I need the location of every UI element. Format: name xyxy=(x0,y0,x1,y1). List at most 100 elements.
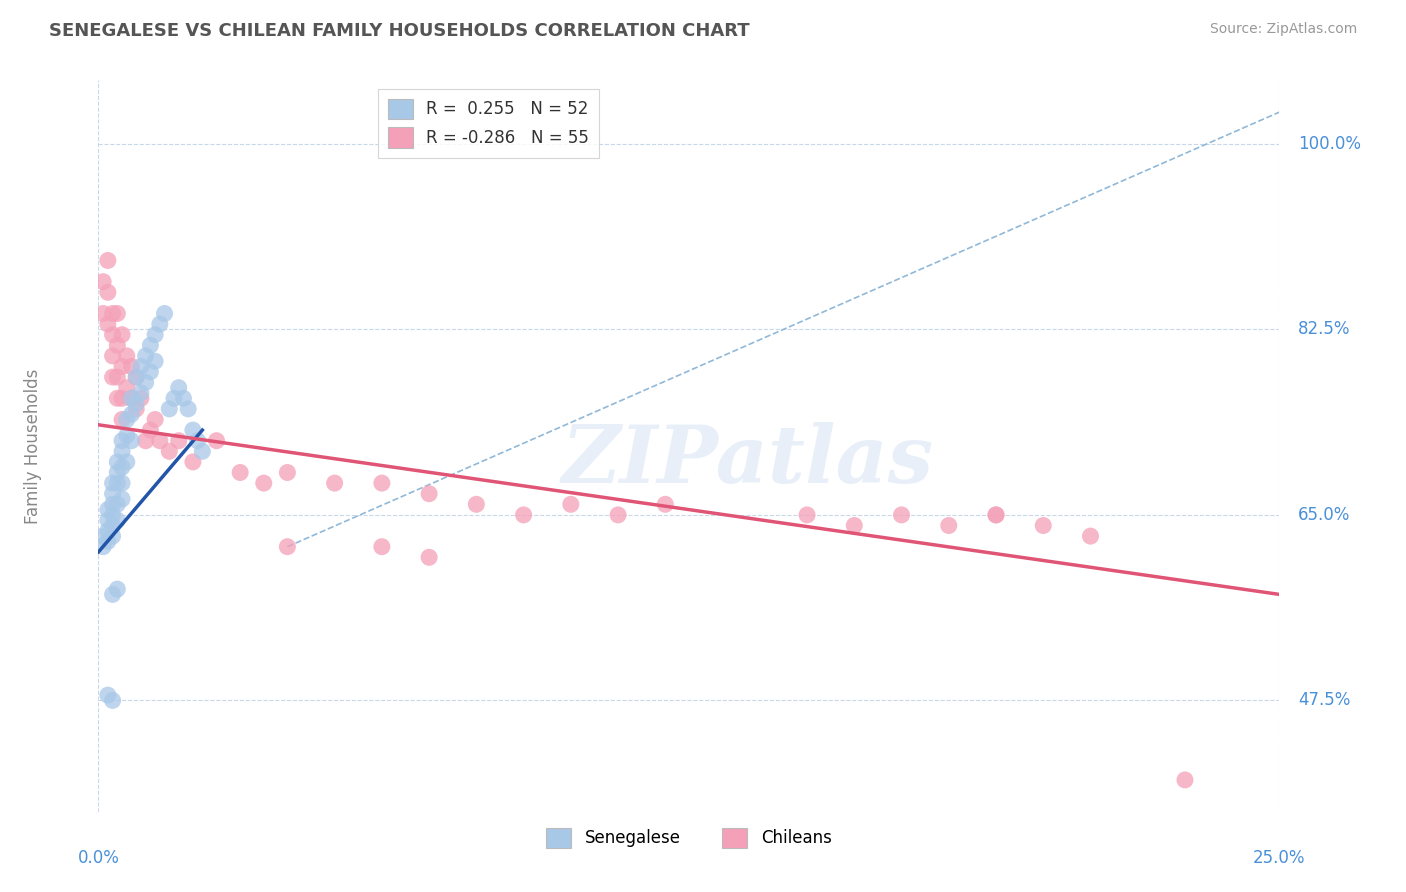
Point xyxy=(91,306,114,320)
Point xyxy=(163,392,186,406)
Point xyxy=(143,354,166,368)
Point xyxy=(253,476,276,491)
Point xyxy=(418,550,440,565)
Point xyxy=(177,401,200,416)
Point xyxy=(101,508,124,522)
Text: Source: ZipAtlas.com: Source: ZipAtlas.com xyxy=(1209,22,1357,37)
Point xyxy=(115,412,138,426)
Point xyxy=(101,306,124,320)
Point xyxy=(97,524,120,538)
Point xyxy=(115,349,138,363)
Point xyxy=(129,386,152,401)
Point xyxy=(101,370,124,384)
Point xyxy=(157,401,180,416)
Point xyxy=(121,359,143,374)
Point xyxy=(276,466,298,480)
Point xyxy=(229,466,252,480)
Point xyxy=(167,381,190,395)
Point xyxy=(323,476,346,491)
Point xyxy=(97,534,120,549)
Point xyxy=(1080,529,1102,543)
Point xyxy=(121,407,143,421)
Point xyxy=(135,376,157,390)
Point xyxy=(181,455,204,469)
Point xyxy=(91,540,114,554)
Point xyxy=(1174,772,1197,787)
Text: 82.5%: 82.5% xyxy=(1298,320,1351,338)
Point xyxy=(143,412,166,426)
Text: 47.5%: 47.5% xyxy=(1298,691,1351,709)
Point xyxy=(111,392,134,406)
Point xyxy=(139,365,162,379)
Point xyxy=(101,497,124,511)
Point xyxy=(105,497,128,511)
Point xyxy=(97,688,120,702)
Point xyxy=(91,529,114,543)
Point xyxy=(105,392,128,406)
Point xyxy=(97,317,120,331)
Point xyxy=(1032,518,1054,533)
Point xyxy=(135,349,157,363)
Point xyxy=(105,455,128,469)
Text: 65.0%: 65.0% xyxy=(1298,506,1351,524)
Point xyxy=(115,455,138,469)
Point xyxy=(101,518,124,533)
Point xyxy=(157,444,180,458)
Point xyxy=(129,359,152,374)
Point xyxy=(105,306,128,320)
Point xyxy=(121,392,143,406)
Point xyxy=(101,587,124,601)
Point xyxy=(418,486,440,500)
Point xyxy=(105,513,128,527)
Point xyxy=(512,508,534,522)
Point xyxy=(111,444,134,458)
Text: 0.0%: 0.0% xyxy=(77,849,120,867)
Point xyxy=(844,518,866,533)
Point xyxy=(191,444,214,458)
Point xyxy=(105,466,128,480)
Point xyxy=(149,434,172,448)
Point xyxy=(97,285,120,300)
Point xyxy=(796,508,818,522)
Point xyxy=(105,338,128,352)
Point xyxy=(607,508,630,522)
Point xyxy=(111,327,134,342)
Point xyxy=(139,338,162,352)
Point xyxy=(101,693,124,707)
Point xyxy=(105,582,128,596)
Point xyxy=(101,349,124,363)
Point xyxy=(938,518,960,533)
Point xyxy=(139,423,162,437)
Legend: Senegalese, Chileans: Senegalese, Chileans xyxy=(540,821,838,855)
Point xyxy=(101,476,124,491)
Point xyxy=(111,359,134,374)
Point xyxy=(143,327,166,342)
Point xyxy=(465,497,488,511)
Point xyxy=(91,275,114,289)
Point xyxy=(371,540,394,554)
Point xyxy=(97,513,120,527)
Point xyxy=(111,460,134,475)
Text: Family Households: Family Households xyxy=(24,368,42,524)
Point xyxy=(101,327,124,342)
Point xyxy=(187,434,209,448)
Point xyxy=(125,401,148,416)
Point xyxy=(984,508,1007,522)
Point xyxy=(125,370,148,384)
Point xyxy=(115,381,138,395)
Point xyxy=(101,529,124,543)
Point xyxy=(135,434,157,448)
Text: SENEGALESE VS CHILEAN FAMILY HOUSEHOLDS CORRELATION CHART: SENEGALESE VS CHILEAN FAMILY HOUSEHOLDS … xyxy=(49,22,749,40)
Point xyxy=(111,434,134,448)
Point xyxy=(560,497,582,511)
Point xyxy=(115,428,138,442)
Text: ZIPatlas: ZIPatlas xyxy=(562,422,934,500)
Point xyxy=(890,508,912,522)
Point xyxy=(125,396,148,410)
Text: 100.0%: 100.0% xyxy=(1298,135,1361,153)
Point xyxy=(181,423,204,437)
Point xyxy=(111,491,134,506)
Point xyxy=(129,392,152,406)
Point xyxy=(105,476,128,491)
Point xyxy=(167,434,190,448)
